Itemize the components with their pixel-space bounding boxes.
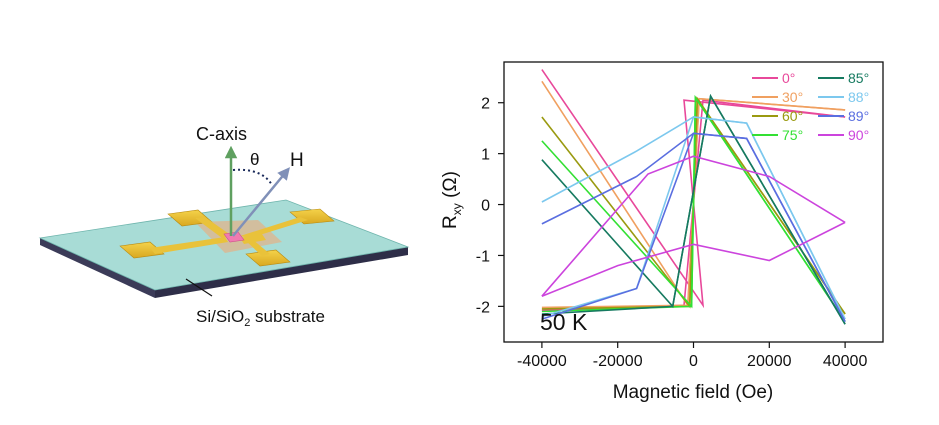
theta-arc xyxy=(232,168,273,186)
substrate-edge-right xyxy=(155,247,408,298)
substrate-label: Si/SiO2 substrate xyxy=(196,307,325,329)
electrodes xyxy=(119,208,335,267)
legend-label: 88° xyxy=(848,89,869,105)
hall-resistance-chart: -40000 -20000 0 20000 40000 2 1 0 -1 -2 0° 30° 60°… xyxy=(440,61,884,403)
field-label: H xyxy=(290,150,304,171)
substrate-pointer xyxy=(185,278,213,297)
series-layer xyxy=(541,69,846,325)
legend: 0° 30° 60° 75° 85° 88° 89° 90° xyxy=(752,70,869,143)
temperature-annotation: 50 K xyxy=(540,309,588,335)
electrode-lead xyxy=(195,217,232,238)
electrode-lead xyxy=(240,217,308,238)
series-line-3-down-branch xyxy=(541,95,846,323)
electrode-lead xyxy=(240,234,266,244)
electrode-lead xyxy=(245,239,270,256)
y-tick-label: -2 xyxy=(476,299,490,316)
x-tick-label: 20000 xyxy=(747,353,792,370)
y-axis-label: Rxy (Ω) xyxy=(440,171,464,229)
c-axis-label: C-axis xyxy=(196,124,247,144)
y-tick-label: -1 xyxy=(476,248,490,265)
legend-label: 90° xyxy=(848,127,869,143)
legend-label: 0° xyxy=(782,70,795,86)
series-line-6-down-branch xyxy=(541,132,846,322)
theta-label: θ xyxy=(250,150,259,169)
series-line-7-up-branch xyxy=(541,155,846,297)
legend-label: 30° xyxy=(782,89,803,105)
electrode-pad xyxy=(119,241,165,259)
electrode-lead xyxy=(150,237,228,254)
legend-label: 60° xyxy=(782,108,803,124)
series-line-4-down-branch xyxy=(541,93,846,325)
y-axis: 2 1 0 -1 -2 xyxy=(476,96,504,316)
legend-label: 75° xyxy=(782,127,803,143)
x-axis-label: Magnetic field (Oe) xyxy=(613,382,774,403)
x-tick-label: -40000 xyxy=(517,353,567,370)
series-line-7-down-branch xyxy=(541,221,846,297)
x-tick-label: 40000 xyxy=(823,353,868,370)
y-tick-label: 2 xyxy=(481,96,490,113)
legend-label: 85° xyxy=(848,70,869,86)
substrate-edge xyxy=(40,238,155,298)
x-axis: -40000 -20000 0 20000 40000 xyxy=(517,342,867,370)
sample-center xyxy=(223,231,245,243)
x-tick-label: 0 xyxy=(689,353,698,370)
device-schematic: C-axis θ H Si/SiO2 substrate xyxy=(38,124,410,329)
x-tick-label: -20000 xyxy=(593,353,643,370)
y-tick-label: 0 xyxy=(481,198,490,215)
series-line-5-down-branch xyxy=(541,116,846,320)
legend-label: 89° xyxy=(848,108,869,124)
y-tick-label: 1 xyxy=(481,147,490,164)
field-arrow xyxy=(232,167,290,237)
